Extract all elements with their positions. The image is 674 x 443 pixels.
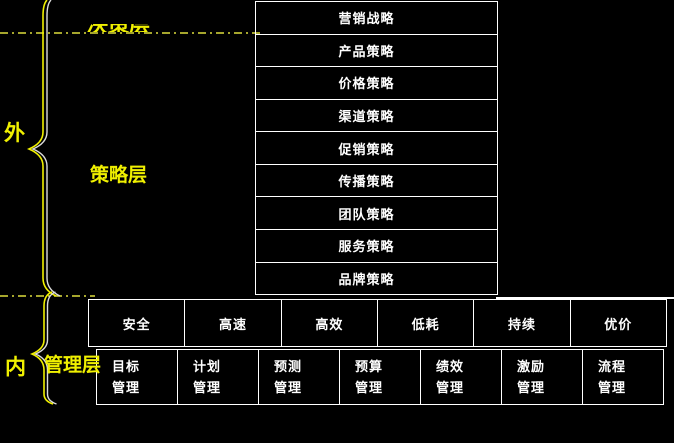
strategy-box: 促销策略 bbox=[256, 131, 497, 164]
inner-brace-icon bbox=[29, 291, 54, 405]
principle-box: 持续 bbox=[473, 300, 569, 346]
management-box-line2: 管理 bbox=[517, 380, 546, 395]
strategy-box-label: 服务策略 bbox=[338, 239, 395, 255]
strategy-box: 团队策略 bbox=[256, 196, 497, 229]
strategy-box: 价格策略 bbox=[256, 66, 497, 99]
strategy-box-label: 促销策略 bbox=[338, 141, 395, 157]
outer-brace-icon bbox=[26, 0, 57, 297]
strategy-box-label: 价格策略 bbox=[338, 76, 395, 92]
principle-label: 低耗 bbox=[411, 316, 440, 332]
inner-brace-highlight-icon bbox=[33, 291, 57, 405]
principle-label: 优价 bbox=[604, 316, 633, 332]
strategy-box-column: 营销战略 产品策略 价格策略 渠道策略 促销策略 传播策略 团队策略 服务策略 … bbox=[255, 1, 498, 295]
management-box-line1: 绩效 bbox=[436, 359, 465, 374]
management-box-line1: 预算 bbox=[355, 359, 384, 374]
management-box: 激励 管理 bbox=[501, 350, 582, 404]
principles-row: 安全 高速 高效 低耗 持续 优价 bbox=[88, 299, 667, 347]
inner-label: 内 bbox=[5, 356, 26, 379]
strategy-box: 传播策略 bbox=[256, 163, 497, 197]
management-box-line2: 管理 bbox=[193, 380, 222, 395]
management-box: 预测 管理 bbox=[258, 350, 339, 404]
management-box-line1: 预测 bbox=[274, 359, 303, 374]
management-box-line1: 目标 bbox=[112, 359, 141, 374]
management-box-line2: 管理 bbox=[112, 380, 141, 395]
clipped-top-label-text: 决策层 bbox=[87, 24, 157, 32]
management-box-line1: 计划 bbox=[193, 359, 222, 374]
management-box-line2: 管理 bbox=[598, 380, 627, 395]
strategy-box: 品牌策略 bbox=[256, 261, 497, 295]
principle-label: 安全 bbox=[122, 316, 151, 332]
principle-label: 持续 bbox=[507, 316, 536, 332]
strategy-layer-label: 策略层 bbox=[90, 165, 148, 186]
management-layer-label: 管理层 bbox=[44, 355, 102, 376]
strategy-box: 服务策略 bbox=[256, 228, 497, 262]
principle-label: 高速 bbox=[218, 316, 247, 332]
management-box-line1: 激励 bbox=[517, 359, 546, 374]
management-box: 预算 管理 bbox=[339, 350, 420, 404]
principle-box: 低耗 bbox=[376, 300, 473, 346]
right-connector-line bbox=[496, 297, 674, 299]
strategy-box-label: 产品策略 bbox=[338, 43, 395, 59]
strategy-box: 渠道策略 bbox=[256, 98, 497, 132]
management-row: 目标 管理 计划 管理 预测 管理 预算 管理 绩效 管理 激励 管理 流程 管… bbox=[96, 349, 664, 405]
principle-box: 高效 bbox=[280, 300, 377, 346]
principle-box: 高速 bbox=[184, 300, 280, 346]
management-box: 流程 管理 bbox=[582, 350, 663, 404]
strategy-box-label: 渠道策略 bbox=[338, 108, 395, 124]
principle-box: 优价 bbox=[569, 300, 666, 346]
strategy-box-label: 团队策略 bbox=[338, 206, 395, 222]
clipped-top-label: 决策层 bbox=[87, 24, 157, 32]
strategy-box: 营销战略 bbox=[256, 2, 497, 34]
management-box: 绩效 管理 bbox=[420, 350, 501, 404]
principle-label: 高效 bbox=[315, 316, 344, 332]
strategy-box-label: 传播策略 bbox=[338, 174, 395, 190]
management-box-line1: 流程 bbox=[598, 359, 627, 374]
management-box-line2: 管理 bbox=[355, 380, 384, 395]
management-box: 计划 管理 bbox=[177, 350, 258, 404]
management-box-line2: 管理 bbox=[274, 380, 303, 395]
management-box: 目标 管理 bbox=[97, 350, 177, 404]
outer-brace-highlight-icon bbox=[31, 0, 61, 297]
strategy-box: 产品策略 bbox=[256, 33, 497, 67]
management-box-line2: 管理 bbox=[436, 380, 465, 395]
outer-label: 外 bbox=[4, 122, 25, 145]
principle-box: 安全 bbox=[89, 300, 184, 346]
strategy-box-label: 品牌策略 bbox=[338, 271, 395, 287]
strategy-box-label: 营销战略 bbox=[338, 11, 395, 27]
